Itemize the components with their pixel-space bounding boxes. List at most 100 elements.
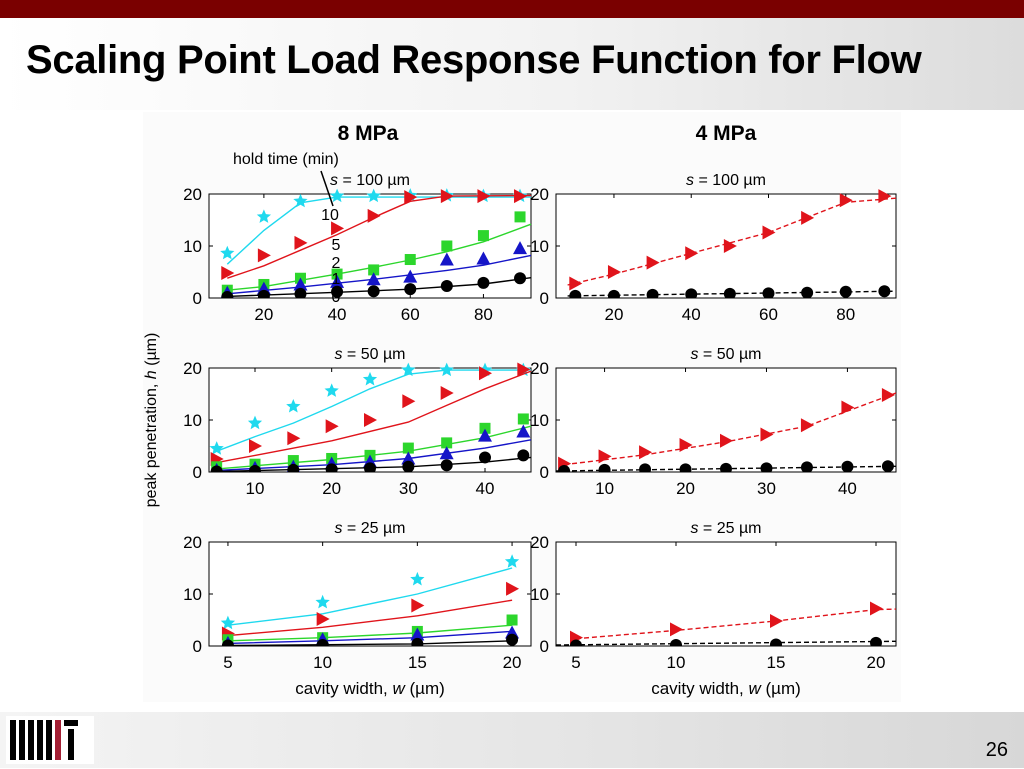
data-point <box>362 371 378 386</box>
y-tick-label: 0 <box>540 463 549 482</box>
data-point <box>329 188 345 203</box>
x-tick-label: 5 <box>571 653 580 672</box>
data-point <box>402 460 415 472</box>
fit-line <box>227 194 532 279</box>
y-tick-label: 0 <box>540 289 549 308</box>
data-point <box>685 246 699 261</box>
data-point <box>247 415 263 430</box>
data-point <box>569 289 582 298</box>
data-point <box>286 399 301 413</box>
data-point <box>801 286 814 298</box>
data-point <box>401 451 416 465</box>
fit-line <box>216 369 531 452</box>
data-point <box>411 637 424 646</box>
data-point <box>439 252 454 266</box>
data-point <box>440 280 453 293</box>
fit-line <box>227 624 513 642</box>
data-point <box>403 269 418 283</box>
data-point <box>881 388 895 403</box>
fit-line <box>227 630 513 645</box>
data-point <box>440 189 454 204</box>
data-point <box>210 465 223 472</box>
data-point <box>800 461 813 472</box>
x-tick-label: 60 <box>401 305 420 324</box>
data-point <box>316 611 330 626</box>
x-tick-label: 20 <box>867 653 886 672</box>
page-number: 26 <box>985 739 1008 761</box>
data-point <box>404 283 417 296</box>
data-point <box>607 265 621 279</box>
footer-bar <box>0 712 1024 768</box>
y-tick-label: 10 <box>183 237 202 256</box>
legend-entry: 0 <box>332 289 341 306</box>
data-point <box>440 385 454 400</box>
y-tick-label: 20 <box>530 185 549 204</box>
data-point <box>411 598 425 613</box>
y-tick-label: 10 <box>530 585 549 604</box>
y-tick-label: 10 <box>183 585 202 604</box>
data-point <box>800 418 814 433</box>
data-point <box>478 428 492 442</box>
x-tick-label: 40 <box>682 305 701 324</box>
panel-data <box>220 554 520 646</box>
data-point <box>257 248 271 263</box>
legend-pointer <box>320 170 334 207</box>
data-point <box>770 638 782 646</box>
data-point <box>402 394 416 409</box>
data-point <box>316 638 329 646</box>
data-point <box>331 221 345 236</box>
data-point <box>570 639 582 646</box>
data-point <box>401 362 416 377</box>
data-point <box>477 189 491 204</box>
x-axis-label: cavity width, w (µm) <box>651 679 801 698</box>
x-tick-label: 15 <box>767 653 786 672</box>
panel-3 <box>208 362 532 473</box>
data-point <box>839 285 852 298</box>
legend-entry: 5 <box>332 237 341 254</box>
data-point <box>366 272 381 286</box>
data-point <box>256 209 271 223</box>
panel-data <box>556 601 897 646</box>
data-point <box>517 413 529 425</box>
data-point <box>598 463 611 472</box>
y-tick-label: 20 <box>530 359 549 378</box>
panel-title: s = 25 µm <box>334 520 405 537</box>
x-tick-label: 5 <box>223 653 232 672</box>
x-tick-label: 10 <box>667 653 686 672</box>
data-point <box>402 442 414 454</box>
data-point <box>504 554 520 568</box>
x-tick-label: 60 <box>759 305 778 324</box>
data-point <box>506 633 519 646</box>
data-point <box>368 264 380 276</box>
data-point <box>841 400 855 415</box>
data-point <box>440 459 453 472</box>
data-point <box>878 285 891 298</box>
panel-data <box>556 388 897 472</box>
data-point <box>366 188 381 203</box>
panel-title: s = 100 µm <box>330 172 410 189</box>
data-point <box>878 189 892 204</box>
data-point <box>410 571 425 586</box>
data-point <box>839 193 853 208</box>
x-tick-label: 40 <box>476 479 495 498</box>
data-point <box>801 210 815 225</box>
x-tick-label: 30 <box>757 479 776 498</box>
legend-title: hold time (min) <box>233 151 339 168</box>
data-point <box>506 581 520 596</box>
data-point <box>315 594 330 609</box>
title-bar <box>0 18 1024 110</box>
data-point <box>324 383 339 397</box>
figure-panel: 0 10 20 20 40 60 80 s = 100 µm 8 MPa hold time (m… <box>143 112 901 702</box>
x-tick-label: 40 <box>838 479 857 498</box>
panel-title: s = 100 µm <box>686 172 766 189</box>
y-tick-label: 0 <box>193 637 202 656</box>
y-tick-label: 20 <box>183 533 202 552</box>
x-tick-label: 80 <box>836 305 855 324</box>
data-point <box>287 431 301 446</box>
data-point <box>646 288 659 298</box>
data-point <box>517 362 531 377</box>
data-point <box>870 636 882 646</box>
data-point <box>257 289 270 298</box>
mit-logo <box>6 716 94 764</box>
panel-data <box>209 362 532 472</box>
